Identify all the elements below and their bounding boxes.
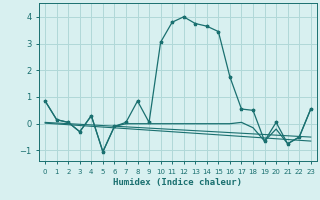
X-axis label: Humidex (Indice chaleur): Humidex (Indice chaleur) bbox=[114, 178, 243, 187]
